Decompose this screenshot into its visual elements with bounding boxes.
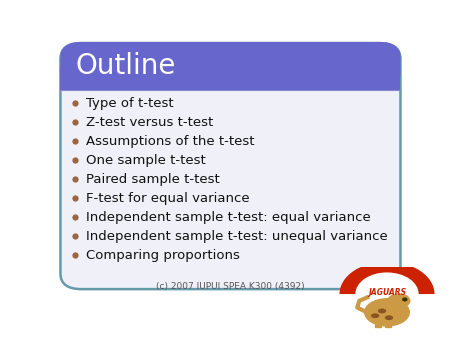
Ellipse shape — [403, 298, 407, 301]
Ellipse shape — [340, 269, 434, 319]
Ellipse shape — [364, 299, 410, 326]
Text: JAGUARS: JAGUARS — [368, 288, 406, 297]
Bar — [375, 314, 381, 327]
Text: Assumptions of the t-test: Assumptions of the t-test — [86, 135, 254, 147]
FancyBboxPatch shape — [60, 43, 400, 289]
Text: One sample t-test: One sample t-test — [86, 153, 206, 167]
Wedge shape — [339, 262, 435, 294]
Ellipse shape — [386, 316, 392, 319]
Ellipse shape — [388, 294, 410, 308]
Bar — [385, 314, 391, 327]
FancyBboxPatch shape — [60, 42, 400, 90]
Text: IUPUI: IUPUI — [377, 277, 397, 282]
Text: (c) 2007 IUPUI SPEA K300 (4392): (c) 2007 IUPUI SPEA K300 (4392) — [156, 282, 305, 291]
Text: Independent sample t-test: unequal variance: Independent sample t-test: unequal varia… — [86, 230, 387, 243]
Text: F-test for equal variance: F-test for equal variance — [86, 192, 249, 204]
FancyBboxPatch shape — [60, 68, 400, 90]
Text: Comparing proportions: Comparing proportions — [86, 248, 240, 262]
Text: Outline: Outline — [76, 52, 176, 80]
Text: Type of t-test: Type of t-test — [86, 97, 174, 110]
Text: Paired sample t-test: Paired sample t-test — [86, 172, 220, 186]
Ellipse shape — [378, 309, 386, 313]
Text: Z-test versus t-test: Z-test versus t-test — [86, 116, 213, 128]
Ellipse shape — [372, 314, 378, 317]
Text: Independent sample t-test: equal variance: Independent sample t-test: equal varianc… — [86, 211, 371, 223]
